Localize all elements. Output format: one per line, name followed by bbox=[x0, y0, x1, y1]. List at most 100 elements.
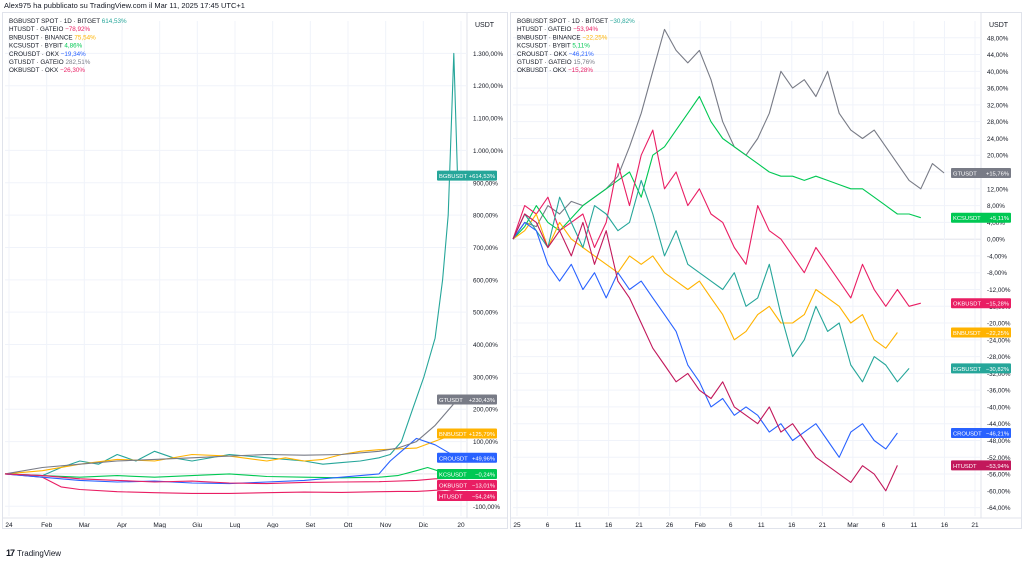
x-tick-label: 6 bbox=[546, 522, 550, 528]
x-tick-label: 16 bbox=[941, 522, 949, 528]
y-tick-label: -24,00% bbox=[987, 337, 1011, 344]
last-value-tag-name: HTUSDT bbox=[953, 464, 977, 470]
y-tick-label: 20,00% bbox=[987, 153, 1009, 160]
legend-symbol: GTUSDT · GATEIO bbox=[9, 59, 65, 66]
x-tick-label: Set bbox=[305, 522, 315, 528]
legend-entry: KCSUSDT · BYBIT 5,11% bbox=[517, 43, 590, 50]
last-value-tag-name: KCSUSDT bbox=[439, 473, 467, 479]
legend-symbol: OKBUSDT · OKX bbox=[9, 67, 60, 74]
last-value-tag-value: −30,82% bbox=[986, 367, 1009, 373]
last-value-tag-name: CROUSDT bbox=[439, 456, 468, 462]
series-line-bnbusdt bbox=[4, 432, 458, 475]
y-tick-label: 100,00% bbox=[473, 439, 498, 446]
y-tick-label: 44,00% bbox=[987, 52, 1009, 59]
last-value-tag-name: CROUSDT bbox=[953, 431, 982, 437]
last-value-tag-bg bbox=[437, 452, 497, 463]
series-line-bgbusdt bbox=[512, 179, 910, 383]
legend-value: 282,51% bbox=[65, 59, 90, 66]
x-tick-label: 21 bbox=[819, 522, 827, 528]
x-tick-label: Ott bbox=[344, 522, 353, 528]
last-value-tag-bgbusdt: BGBUSDT +614,53% bbox=[437, 170, 497, 181]
last-value-tag-bg bbox=[951, 168, 1011, 179]
legend-entry: BGBUSDT SPOT · 1D · BITGET −30,82% bbox=[517, 18, 635, 25]
last-value-tag-bnbusdt: BNBUSDT −22,25% bbox=[951, 327, 1011, 338]
last-value-tag-value: −54,24% bbox=[472, 495, 495, 501]
last-value-tag-bg bbox=[951, 327, 1011, 338]
legend-entry: OKBUSDT · OKX −15,28% bbox=[517, 67, 593, 74]
y-tick-label: 40,00% bbox=[987, 69, 1009, 76]
y-tick-label: -64,00% bbox=[987, 505, 1011, 512]
y-tick-label: 0,00% bbox=[987, 237, 1005, 244]
legend-entry: HTUSDT · GATEIO −53,94% bbox=[517, 26, 599, 33]
last-value-tag-bg bbox=[951, 460, 1011, 471]
last-value-tag-kcsusdt: KCSUSDT +5,11% bbox=[951, 212, 1011, 223]
y-tick-label: -48,00% bbox=[987, 438, 1011, 445]
legend-value: −15,28% bbox=[568, 67, 593, 74]
y-tick-label: -32,00% bbox=[987, 371, 1011, 378]
legend-entry: CROUSDT · OKX −19,34% bbox=[9, 51, 86, 58]
legend-entry: CROUSDT · OKX −46,21% bbox=[517, 51, 594, 58]
x-tick-label: Mag bbox=[153, 522, 166, 528]
y-tick-label: 36,00% bbox=[987, 86, 1009, 93]
last-value-tag-value: +49,96% bbox=[472, 456, 495, 462]
last-value-tag-name: OKBUSDT bbox=[439, 484, 467, 490]
y-tick-label: 1.300,00% bbox=[473, 51, 504, 58]
y-tick-label: 48,00% bbox=[987, 35, 1009, 42]
y-tick-label: 600,00% bbox=[473, 277, 498, 284]
last-value-tag-kcsusdt: KCSUSDT −0,24% bbox=[437, 469, 497, 480]
series-line-okbusdt bbox=[4, 473, 458, 485]
y-tick-label: 4,00% bbox=[987, 220, 1005, 227]
last-value-tag-value: +125,79% bbox=[469, 432, 495, 438]
chart-pane-right[interactable]: USDT 48,00% 44,00% 40,00% 36,00% 32,00% 28,00%… bbox=[510, 12, 1022, 529]
legend-entry: BNBUSDT · BINANCE −22,25% bbox=[517, 34, 608, 41]
legend-entry: BGBUSDT SPOT · 1D · BITGET 614,53% bbox=[9, 18, 127, 25]
legend-symbol: BGBUSDT SPOT · 1D · BITGET bbox=[9, 18, 102, 25]
last-value-tag-okbusdt: OKBUSDT −15,28% bbox=[951, 298, 1011, 309]
y-tick-label: -12,00% bbox=[987, 287, 1011, 294]
y-tick-label: 800,00% bbox=[473, 213, 498, 220]
legend-entry: GTUSDT · GATEIO 15,76% bbox=[517, 59, 595, 66]
y-tick-label: 8,00% bbox=[987, 203, 1005, 210]
tradingview-logo[interactable]: 17 TradingView bbox=[6, 548, 61, 558]
last-value-tag-bnbusdt: BNBUSDT +125,79% bbox=[437, 428, 497, 439]
x-tick-label: Nov bbox=[380, 522, 392, 528]
tradingview-logo-label: TradingView bbox=[17, 548, 62, 558]
y-tick-label: -40,00% bbox=[987, 404, 1011, 411]
last-value-tag-bgbusdt: BGBUSDT −30,82% bbox=[951, 363, 1011, 374]
series-line-bgbusdt bbox=[4, 52, 459, 477]
last-value-tag-name: OKBUSDT bbox=[953, 302, 981, 308]
series-line-kcsusdt bbox=[512, 95, 921, 240]
y-tick-label: 200,00% bbox=[473, 407, 498, 414]
y-tick-label: -56,00% bbox=[987, 472, 1011, 479]
legend-value: −26,30% bbox=[60, 67, 85, 74]
legend-value: −22,25% bbox=[582, 34, 607, 41]
last-value-tag-bg bbox=[951, 212, 1011, 223]
last-value-tag-value: −53,94% bbox=[986, 464, 1009, 470]
legend-entry: KCSUSDT · BYBIT 4,86% bbox=[9, 43, 83, 50]
series-line-bnbusdt bbox=[512, 213, 898, 349]
last-value-tag-value: −13,01% bbox=[472, 484, 495, 490]
chart-pane-left[interactable]: USDT 1.300,00% 1.200,00% 1.100,00% 1.000,00%… bbox=[2, 12, 508, 529]
x-tick-label: Feb bbox=[41, 522, 53, 528]
last-value-tag-value: −0,24% bbox=[475, 473, 495, 479]
x-tick-label: 21 bbox=[636, 522, 644, 528]
y-tick-label: -100,00% bbox=[473, 504, 500, 511]
legend-symbol: HTUSDT · GATEIO bbox=[9, 26, 65, 33]
last-value-tag-bg bbox=[951, 363, 1011, 374]
legend-symbol: GTUSDT · GATEIO bbox=[517, 59, 573, 66]
legend-symbol: KCSUSDT · BYBIT bbox=[9, 43, 64, 50]
last-value-tag-bg bbox=[951, 298, 1011, 309]
tradingview-logo-icon: 17 bbox=[6, 548, 15, 558]
x-tick-label: Apr bbox=[117, 522, 128, 528]
last-value-tag-value: −22,25% bbox=[986, 331, 1009, 337]
y-tick-label: 12,00% bbox=[987, 186, 1009, 193]
x-tick-label: 16 bbox=[605, 522, 613, 528]
x-tick-label: 6 bbox=[882, 522, 886, 528]
chart-left-svg: USDT 1.300,00% 1.200,00% 1.100,00% 1.000,00%… bbox=[3, 13, 507, 528]
y-tick-label: 500,00% bbox=[473, 310, 498, 317]
last-value-tag-name: KCSUSDT bbox=[953, 216, 981, 222]
x-tick-label: 11 bbox=[911, 522, 918, 528]
legend-symbol: KCSUSDT · BYBIT bbox=[517, 43, 572, 50]
x-tick-label: Dic bbox=[419, 522, 429, 528]
series-line-okbusdt bbox=[512, 129, 921, 307]
